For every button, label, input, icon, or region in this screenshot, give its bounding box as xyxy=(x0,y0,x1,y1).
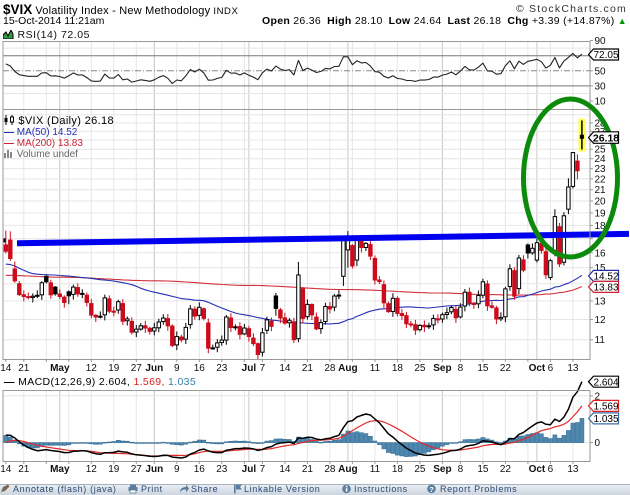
svg-text:20: 20 xyxy=(595,197,607,208)
svg-text:15: 15 xyxy=(477,363,489,374)
svg-text:18: 18 xyxy=(392,363,404,374)
svg-text:16: 16 xyxy=(595,248,607,259)
svg-text:14: 14 xyxy=(279,464,291,475)
svg-text:19: 19 xyxy=(595,208,607,219)
svg-text:1.035: 1.035 xyxy=(593,414,618,425)
svg-text:12: 12 xyxy=(595,315,607,326)
svg-text:26.18: 26.18 xyxy=(593,132,619,144)
svg-text:23: 23 xyxy=(216,464,228,475)
svg-text:28: 28 xyxy=(324,464,336,475)
svg-text:30: 30 xyxy=(595,81,607,92)
svg-text:18: 18 xyxy=(595,221,607,232)
svg-text:7: 7 xyxy=(260,363,266,374)
svg-text:Linkable Version: Linkable Version xyxy=(244,484,320,494)
svg-text:Jun: Jun xyxy=(145,464,163,475)
svg-text:11: 11 xyxy=(370,464,381,475)
svg-text:14: 14 xyxy=(0,363,12,374)
svg-text:11: 11 xyxy=(595,335,606,346)
svg-text:72.05: 72.05 xyxy=(593,50,618,61)
svg-text:Oct: Oct xyxy=(529,464,546,475)
svg-text:9: 9 xyxy=(174,464,180,475)
svg-text:10: 10 xyxy=(595,97,607,108)
svg-text:27: 27 xyxy=(131,363,143,374)
svg-text:28: 28 xyxy=(324,363,336,374)
svg-text:24: 24 xyxy=(595,154,607,165)
svg-text:11: 11 xyxy=(370,363,381,374)
svg-text:21: 21 xyxy=(302,464,314,475)
svg-text:14.52: 14.52 xyxy=(593,272,618,283)
svg-text:9: 9 xyxy=(174,363,180,374)
svg-text:Jun: Jun xyxy=(145,363,163,374)
svg-text:15: 15 xyxy=(595,263,607,274)
svg-text:22: 22 xyxy=(500,363,512,374)
svg-text:25: 25 xyxy=(414,363,426,374)
svg-text:16: 16 xyxy=(194,464,206,475)
svg-text:Share: Share xyxy=(191,484,218,494)
svg-text:0: 0 xyxy=(595,438,601,449)
svg-text:Aug: Aug xyxy=(338,363,357,374)
svg-text:21: 21 xyxy=(18,363,30,374)
svg-text:7: 7 xyxy=(260,464,266,475)
svg-text:12: 12 xyxy=(86,363,98,374)
svg-text:8: 8 xyxy=(458,363,464,374)
svg-text:May: May xyxy=(50,464,70,475)
svg-text:Report Problems: Report Problems xyxy=(440,484,517,494)
svg-text:19: 19 xyxy=(108,464,120,475)
svg-text:21: 21 xyxy=(302,363,314,374)
svg-text:12: 12 xyxy=(86,464,98,475)
svg-text:25: 25 xyxy=(414,464,426,475)
svg-text:16: 16 xyxy=(194,363,206,374)
svg-text:25: 25 xyxy=(595,145,607,156)
svg-text:23: 23 xyxy=(216,363,228,374)
svg-text:21: 21 xyxy=(18,464,30,475)
svg-text:27: 27 xyxy=(131,464,143,475)
svg-text:21: 21 xyxy=(595,185,607,196)
svg-text:Instructions: Instructions xyxy=(354,484,408,494)
svg-text:14: 14 xyxy=(279,363,291,374)
svg-text:Annotate (flash) (java): Annotate (flash) (java) xyxy=(13,484,117,494)
svg-text:Jul: Jul xyxy=(242,363,257,374)
svg-text:Sep: Sep xyxy=(433,464,451,475)
svg-text:6: 6 xyxy=(548,464,554,475)
svg-text:28: 28 xyxy=(595,118,607,129)
svg-text:18: 18 xyxy=(392,464,404,475)
svg-text:13: 13 xyxy=(567,464,579,475)
svg-text:1.569: 1.569 xyxy=(593,402,618,413)
svg-text:15: 15 xyxy=(477,464,489,475)
svg-text:22: 22 xyxy=(500,464,512,475)
svg-text:Jul: Jul xyxy=(242,464,257,475)
svg-text:6: 6 xyxy=(548,363,554,374)
svg-text:2: 2 xyxy=(595,391,601,402)
svg-text:2.604: 2.604 xyxy=(593,377,618,388)
svg-text:13.83: 13.83 xyxy=(593,283,618,294)
svg-text:13: 13 xyxy=(567,363,579,374)
svg-text:19: 19 xyxy=(108,363,120,374)
svg-text:?: ? xyxy=(429,485,434,494)
svg-text:Aug: Aug xyxy=(338,464,357,475)
svg-text:Print: Print xyxy=(141,484,163,494)
svg-text:Oct: Oct xyxy=(529,363,546,374)
svg-text:May: May xyxy=(50,363,70,374)
svg-text:23: 23 xyxy=(595,164,607,175)
svg-text:Sep: Sep xyxy=(433,363,451,374)
svg-text:22: 22 xyxy=(595,174,607,185)
svg-text:13: 13 xyxy=(595,296,607,307)
svg-text:8: 8 xyxy=(458,464,464,475)
svg-text:14: 14 xyxy=(0,464,12,475)
svg-text:50: 50 xyxy=(595,66,607,77)
svg-text:90: 90 xyxy=(595,36,607,47)
